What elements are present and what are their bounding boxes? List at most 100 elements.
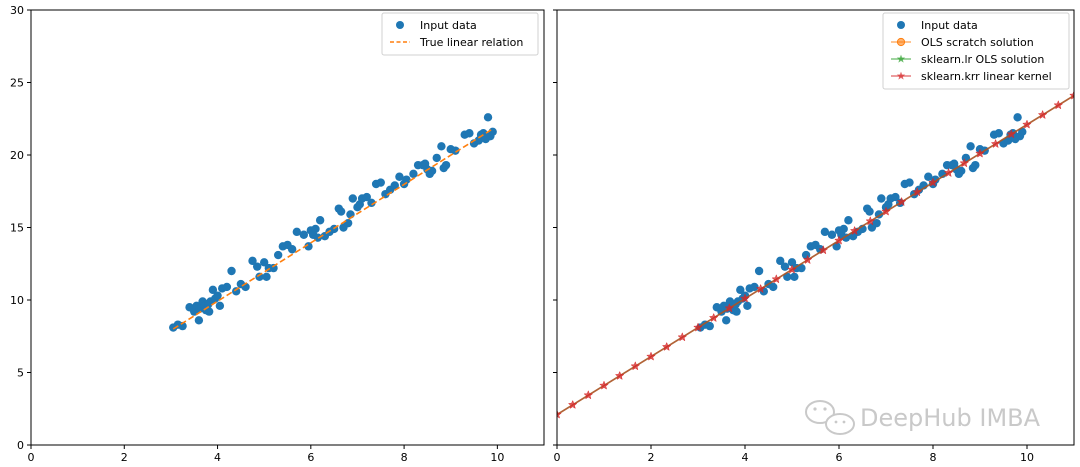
data-point	[844, 216, 853, 225]
data-point	[437, 142, 446, 151]
legend-marker	[896, 37, 906, 47]
data-point	[390, 181, 399, 190]
data-point	[891, 192, 900, 202]
star-marker	[740, 293, 750, 303]
star-marker	[567, 399, 578, 409]
data-point	[376, 178, 385, 187]
legend-label: True linear relation	[419, 36, 523, 49]
legend-marker	[896, 71, 906, 80]
data-point	[705, 321, 714, 331]
data-point	[367, 198, 376, 208]
data-point	[905, 178, 914, 187]
star-marker	[943, 167, 954, 178]
data-point	[248, 256, 257, 266]
data-point	[227, 266, 236, 276]
star-marker	[661, 341, 672, 351]
data-point	[488, 127, 497, 136]
data-point	[832, 242, 841, 251]
star-marker	[1006, 129, 1017, 139]
star-marker	[990, 138, 1001, 149]
y-tick-label: 10	[10, 294, 24, 307]
data-point	[743, 301, 752, 310]
data-point	[797, 263, 806, 273]
data-point	[315, 216, 325, 225]
series-line-3	[557, 94, 1074, 416]
data-point	[776, 256, 785, 266]
data-point	[483, 113, 493, 122]
data-point	[865, 207, 874, 216]
data-point	[783, 272, 792, 281]
data-point	[732, 307, 741, 316]
star-marker	[865, 216, 876, 226]
data-point	[255, 272, 264, 281]
data-point	[348, 194, 357, 203]
data-point	[362, 192, 371, 202]
star-marker	[975, 148, 985, 158]
data-point	[722, 316, 731, 325]
data-point	[409, 169, 418, 179]
legend-marker	[396, 21, 404, 29]
data-point	[222, 282, 232, 292]
data-point	[787, 258, 797, 267]
data-point	[262, 272, 271, 281]
data-point	[994, 129, 1003, 138]
x-tick-label: 8	[930, 451, 937, 464]
x-tick-label: 2	[648, 451, 655, 464]
data-point	[432, 153, 441, 163]
x-tick-label: 10	[490, 451, 504, 464]
data-point	[957, 166, 966, 176]
right-chart-panel: 0 2 4 6 8 10 Input data OLS scratch solution skl…	[553, 9, 1075, 464]
data-point	[966, 142, 975, 151]
data-point	[790, 272, 799, 281]
legend-marker	[897, 21, 905, 29]
x-tick-label: 4	[214, 451, 221, 464]
x-tick-label: 0	[28, 451, 35, 464]
data-point	[877, 194, 886, 203]
legend-label: Input data	[420, 19, 477, 32]
data-point	[252, 262, 262, 271]
data-point	[1018, 127, 1027, 136]
star-marker	[693, 322, 703, 332]
data-point	[971, 160, 980, 170]
data-point	[465, 129, 474, 138]
legend-box	[882, 12, 1070, 90]
star-marker	[708, 312, 719, 323]
star-marker	[802, 254, 813, 265]
x-tick-label: 6	[836, 451, 843, 464]
data-point	[801, 250, 811, 260]
data-point	[820, 227, 830, 237]
star-marker	[959, 158, 970, 168]
x-tick-label: 10	[1020, 451, 1034, 464]
data-point	[451, 146, 460, 155]
watermark: DeepHub IMBA	[805, 400, 1041, 435]
star-marker	[557, 409, 562, 419]
data-point	[402, 175, 411, 184]
data-point	[343, 218, 353, 228]
legend: Input data True linear relation	[381, 12, 539, 56]
data-point	[750, 282, 759, 292]
data-point	[269, 263, 278, 273]
data-point	[178, 321, 187, 331]
data-point	[204, 307, 214, 316]
data-point	[839, 224, 848, 234]
y-tick-label: 15	[10, 222, 24, 235]
data-point	[441, 160, 451, 170]
plot-area	[557, 90, 1074, 419]
data-point	[395, 172, 404, 181]
legend-label: sklearn.lr OLS solution	[921, 53, 1044, 66]
data-point	[736, 285, 745, 295]
left-chart-panel: 0 2 4 6 8 10 0 5 10 15 20 25 30 Input data True linear…	[10, 4, 545, 464]
data-point	[194, 316, 204, 325]
watermark-text: DeepHub IMBA	[860, 404, 1041, 432]
data-point	[273, 250, 283, 260]
star-marker	[928, 177, 938, 187]
star-marker	[1022, 119, 1032, 129]
star-marker	[1037, 109, 1048, 120]
data-point	[213, 291, 222, 300]
star-marker	[724, 303, 735, 313]
data-point	[208, 285, 218, 295]
star-marker	[787, 264, 797, 274]
star-marker	[912, 187, 923, 197]
data-point	[259, 258, 269, 267]
